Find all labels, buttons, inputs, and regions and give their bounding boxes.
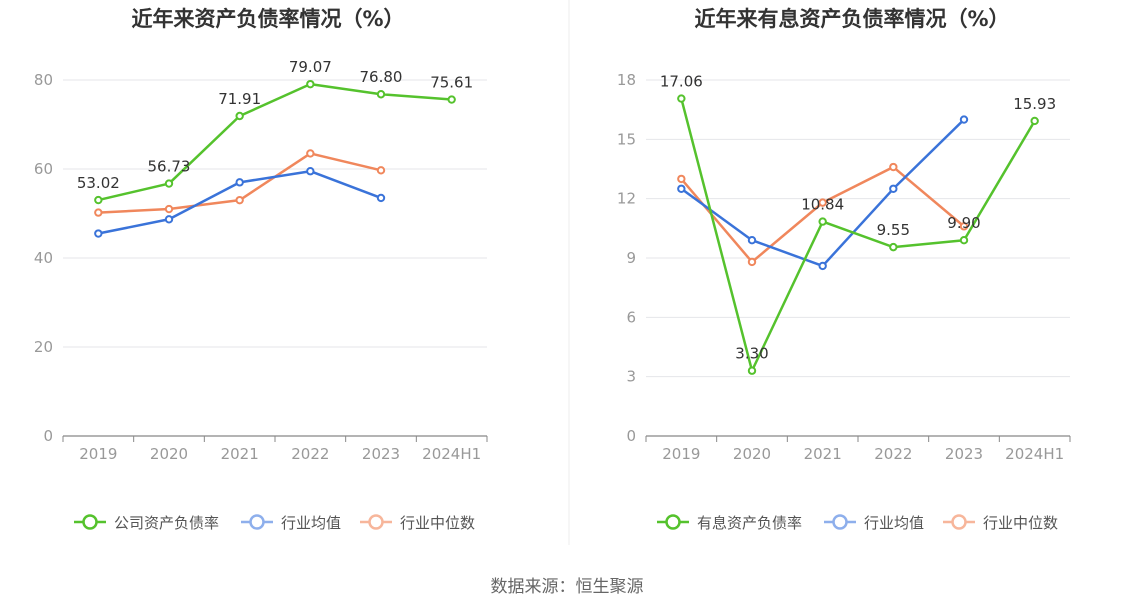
legend-label: 公司资产负债率 <box>114 514 219 532</box>
x-tick-label: 2022 <box>291 445 329 463</box>
y-tick-label: 12 <box>617 190 636 208</box>
data-label: 17.06 <box>660 73 703 91</box>
data-label: 10.84 <box>801 196 844 214</box>
data-label: 76.80 <box>360 68 403 86</box>
data-point-median <box>235 195 244 205</box>
data-point-avg <box>889 184 898 193</box>
data-label: 79.07 <box>289 58 332 76</box>
legend-label: 行业均值 <box>281 514 341 532</box>
chart-title: 近年来有息资产负债率情况（%） <box>694 7 1009 31</box>
chart-panel-1: 近年来资产负债率情况（%） 0 20 40 60 80 2019 2020 2021 2022 20… <box>34 7 488 532</box>
data-point-median <box>306 149 315 158</box>
data-point-avg <box>677 184 686 193</box>
data-point-company <box>959 236 969 245</box>
data-point-company <box>94 195 103 205</box>
data-point-median <box>376 166 386 175</box>
legend-marker-avg <box>249 514 265 530</box>
data-point-company <box>677 94 686 103</box>
x-tick-label: 2023 <box>362 445 400 463</box>
data-point-company <box>889 242 898 252</box>
x-tick-label: 2024H1 <box>1005 445 1064 463</box>
data-point-median <box>889 162 898 172</box>
data-label: 9.55 <box>877 221 910 239</box>
data-point-median <box>747 257 757 267</box>
legend-label: 行业均值 <box>864 514 924 532</box>
series-line-company <box>680 98 1036 372</box>
data-point-avg <box>306 167 315 176</box>
x-tick-label: 2020 <box>150 445 188 463</box>
data-point-median <box>94 208 103 217</box>
y-tick-label: 40 <box>34 249 53 267</box>
y-tick-label: 3 <box>626 368 636 386</box>
x-tick-label: 2020 <box>733 445 771 463</box>
data-point-median <box>677 174 686 184</box>
data-label: 3.30 <box>735 345 768 363</box>
legend-marker-company <box>82 514 98 530</box>
x-tick-label: 2019 <box>662 445 700 463</box>
y-tick-label: 60 <box>34 160 53 178</box>
y-tick-label: 18 <box>617 71 636 89</box>
data-point-avg <box>818 261 827 271</box>
legend-marker-median <box>368 514 384 530</box>
data-point-avg <box>747 236 757 245</box>
data-point-company <box>818 217 827 226</box>
data-label: 9.90 <box>947 214 980 232</box>
data-point-avg <box>959 115 969 124</box>
legend-label: 有息资产负债率 <box>697 514 802 532</box>
data-label: 56.73 <box>148 158 191 176</box>
data-point-company <box>447 95 456 104</box>
x-tick-label: 2023 <box>945 445 983 463</box>
x-tick-label: 2022 <box>874 445 912 463</box>
data-point-avg <box>164 215 174 224</box>
legend-marker-median <box>951 514 967 530</box>
data-point-company <box>235 111 244 121</box>
y-tick-label: 0 <box>43 427 53 445</box>
data-label: 75.61 <box>430 74 473 92</box>
series-line-median <box>680 165 965 264</box>
data-point-median <box>959 222 969 231</box>
data-label: 53.02 <box>77 174 120 192</box>
legend-label: 行业中位数 <box>983 514 1058 532</box>
series-line-company <box>98 82 452 202</box>
data-label: 15.93 <box>1013 95 1056 113</box>
chart-panel-2: 近年来有息资产负债率情况（%） 0 3 6 9 12 15 18 2019 2020 2021 202… <box>617 7 1071 532</box>
data-point-median <box>818 198 827 207</box>
legend-marker-company <box>665 514 681 530</box>
y-tick-label: 15 <box>617 130 636 148</box>
data-point-company <box>376 90 386 99</box>
data-point-avg <box>376 193 386 203</box>
data-point-company <box>164 179 174 188</box>
data-point-company <box>306 79 315 89</box>
y-tick-label: 80 <box>34 71 53 89</box>
data-point-company <box>1030 116 1039 126</box>
y-tick-label: 6 <box>626 308 636 326</box>
data-label: 71.91 <box>218 90 261 108</box>
legend-label: 行业中位数 <box>400 514 475 532</box>
data-point-avg <box>235 178 244 187</box>
legend-marker-avg <box>832 514 848 530</box>
data-source: 数据来源：恒生聚源 <box>490 577 644 597</box>
y-tick-label: 20 <box>34 338 53 356</box>
x-tick-label: 2021 <box>804 445 842 463</box>
y-tick-label: 9 <box>626 249 636 267</box>
y-tick-label: 0 <box>626 427 636 445</box>
x-tick-label: 2019 <box>79 445 117 463</box>
x-tick-label: 2024H1 <box>422 445 481 463</box>
chart-title: 近年来资产负债率情况（%） <box>131 7 404 31</box>
data-point-avg <box>94 229 103 238</box>
data-point-company <box>747 366 757 375</box>
data-point-median <box>164 204 174 214</box>
x-tick-label: 2021 <box>221 445 259 463</box>
